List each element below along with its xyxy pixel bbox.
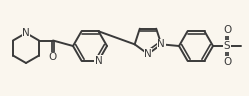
Text: N: N — [144, 49, 152, 59]
Text: O: O — [223, 25, 231, 35]
Text: S: S — [224, 41, 230, 51]
Text: N: N — [157, 39, 165, 49]
Text: O: O — [223, 57, 231, 67]
Text: N: N — [22, 28, 30, 38]
Text: N: N — [95, 56, 102, 66]
Text: O: O — [49, 53, 57, 62]
